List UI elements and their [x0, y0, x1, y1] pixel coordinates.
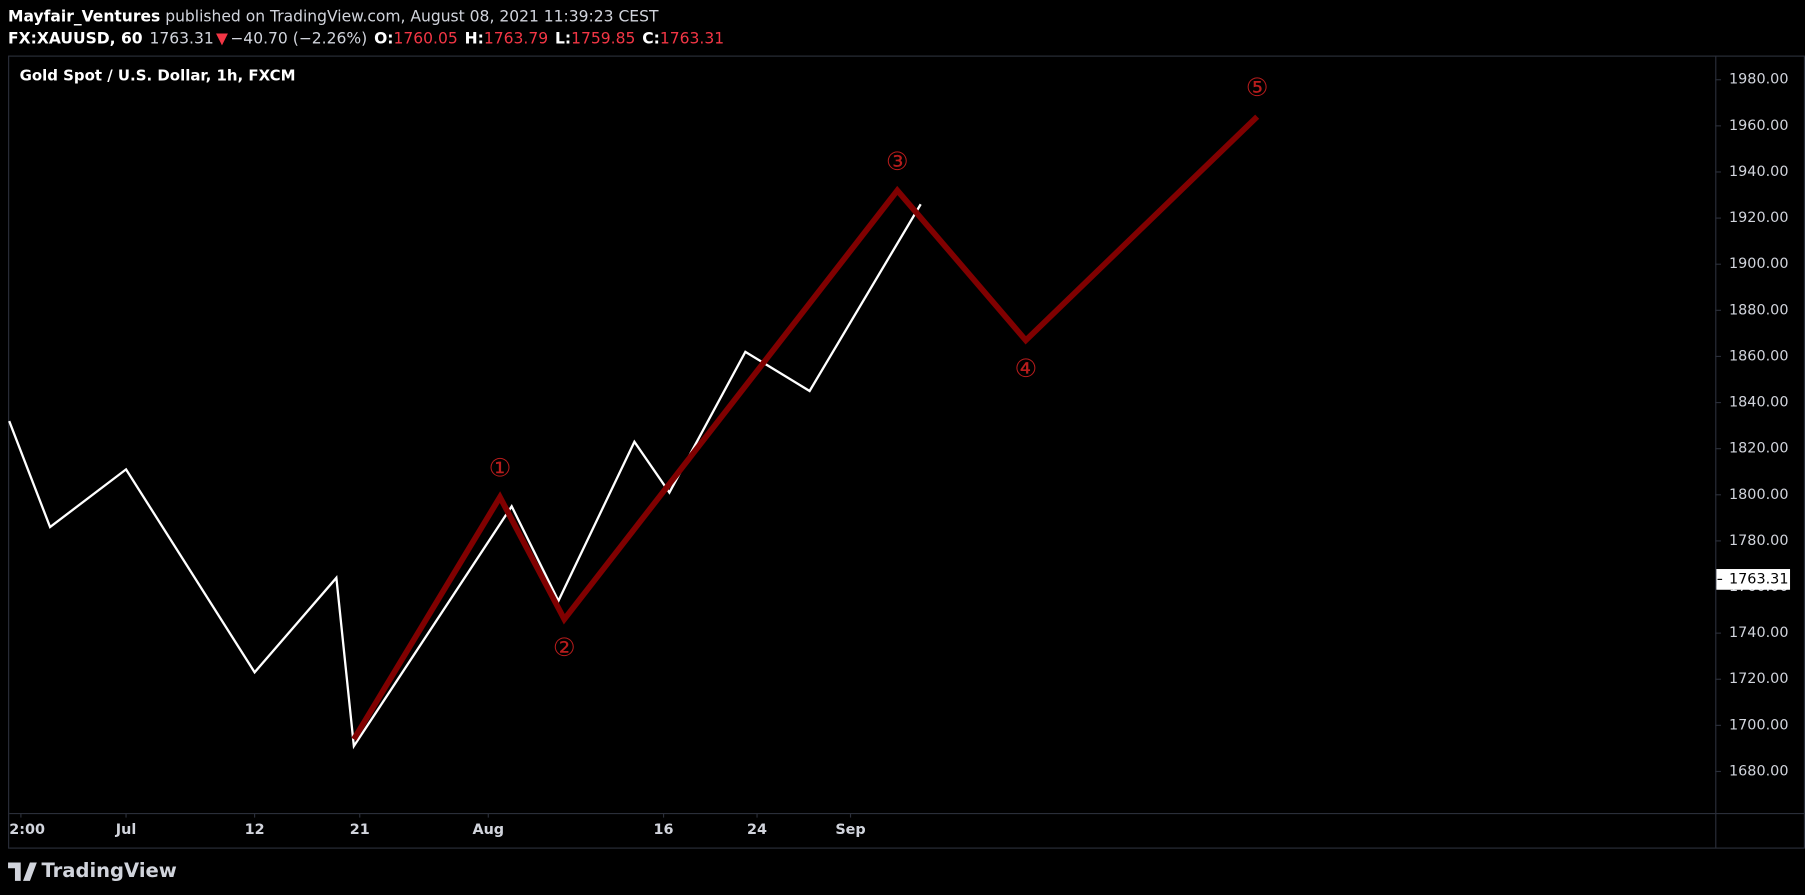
chart-title: Gold Spot / U.S. Dollar, 1h, FXCM — [20, 67, 296, 85]
author: Mayfair_Ventures — [8, 7, 160, 25]
y-tick-label: 1980.00 — [1729, 72, 1788, 88]
low-label: L: — [555, 29, 571, 47]
published: published on TradingView.com, August 08,… — [160, 7, 659, 25]
x-tick-label: 21 — [350, 822, 370, 838]
y-tick-label: 1820.00 — [1729, 441, 1788, 457]
last: 1763.31 — [150, 29, 214, 47]
x-tick-label: 12 — [245, 822, 265, 838]
y-tick-label: 1860.00 — [1729, 348, 1788, 364]
series-line — [8, 203, 922, 750]
ohlc-line: FX:XAUUSD, 60 1763.31 ▼ −40.70 (−2.26%) O:17… — [8, 29, 724, 47]
wave-label: ④ — [1014, 353, 1037, 383]
y-tick-label: 1940.00 — [1729, 164, 1788, 180]
x-tick-label: 2:00 — [9, 822, 45, 838]
last-price-box — [1716, 569, 1791, 590]
last-price-label: 1763.31 — [1729, 571, 1788, 587]
wave-label: ⑤ — [1246, 72, 1269, 102]
tradingview-logo: TradingView — [8, 859, 177, 882]
y-tick-label: 1780.00 — [1729, 533, 1788, 549]
publish-line: Mayfair_Ventures published on TradingVie… — [8, 7, 659, 25]
wave-label: ③ — [886, 146, 909, 176]
x-tick-label: Jul — [115, 822, 137, 838]
wave-label: ① — [489, 452, 512, 482]
high: 1763.79 — [484, 29, 548, 47]
series-line — [351, 114, 1260, 741]
symbol: FX:XAUUSD, 60 — [8, 29, 143, 47]
y-tick-label: 1960.00 — [1729, 118, 1788, 134]
x-tick-label: Aug — [472, 822, 504, 838]
y-tick-label: 1720.00 — [1729, 671, 1788, 687]
chart-frame — [8, 55, 1805, 849]
y-tick-label: 1900.00 — [1729, 256, 1788, 272]
arrow: ▼ — [216, 29, 228, 47]
high-label: H: — [465, 29, 484, 47]
wave-label: ② — [553, 632, 576, 662]
open-label: O: — [374, 29, 393, 47]
y-tick-label: 1920.00 — [1729, 210, 1788, 226]
y-tick-label: 1800.00 — [1729, 487, 1788, 503]
low: 1759.85 — [571, 29, 635, 47]
brand: TradingView — [41, 859, 176, 882]
y-tick-label: 1680.00 — [1729, 763, 1788, 779]
y-tick-label: 1880.00 — [1729, 302, 1788, 318]
x-tick-label: 24 — [747, 822, 767, 838]
x-tick-label: Sep — [835, 822, 865, 838]
y-tick-label: 1840.00 — [1729, 395, 1788, 411]
change: −40.70 (−2.26%) — [230, 29, 367, 47]
close-label: C: — [642, 29, 660, 47]
open: 1760.05 — [394, 29, 458, 47]
y-tick-label: 1740.00 — [1729, 625, 1788, 641]
x-tick-label: 16 — [654, 822, 674, 838]
y-tick-label: 1700.00 — [1729, 717, 1788, 733]
close: 1763.31 — [660, 29, 724, 47]
logo-icon — [8, 862, 37, 881]
